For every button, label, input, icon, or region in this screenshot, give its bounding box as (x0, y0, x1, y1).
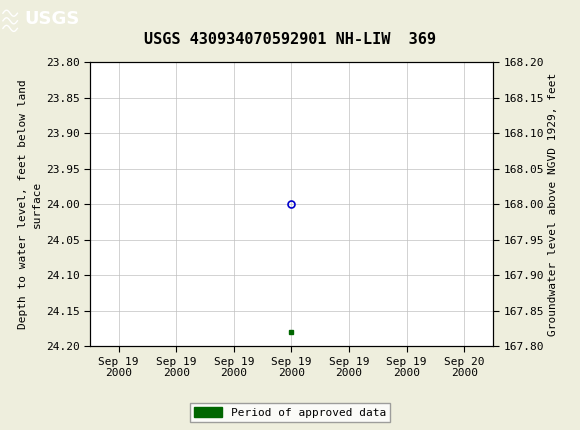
Text: USGS: USGS (24, 10, 79, 28)
Legend: Period of approved data: Period of approved data (190, 403, 390, 422)
Y-axis label: Depth to water level, feet below land
surface: Depth to water level, feet below land su… (19, 80, 42, 329)
Text: USGS 430934070592901 NH-LIW  369: USGS 430934070592901 NH-LIW 369 (144, 32, 436, 47)
Y-axis label: Groundwater level above NGVD 1929, feet: Groundwater level above NGVD 1929, feet (548, 73, 558, 336)
